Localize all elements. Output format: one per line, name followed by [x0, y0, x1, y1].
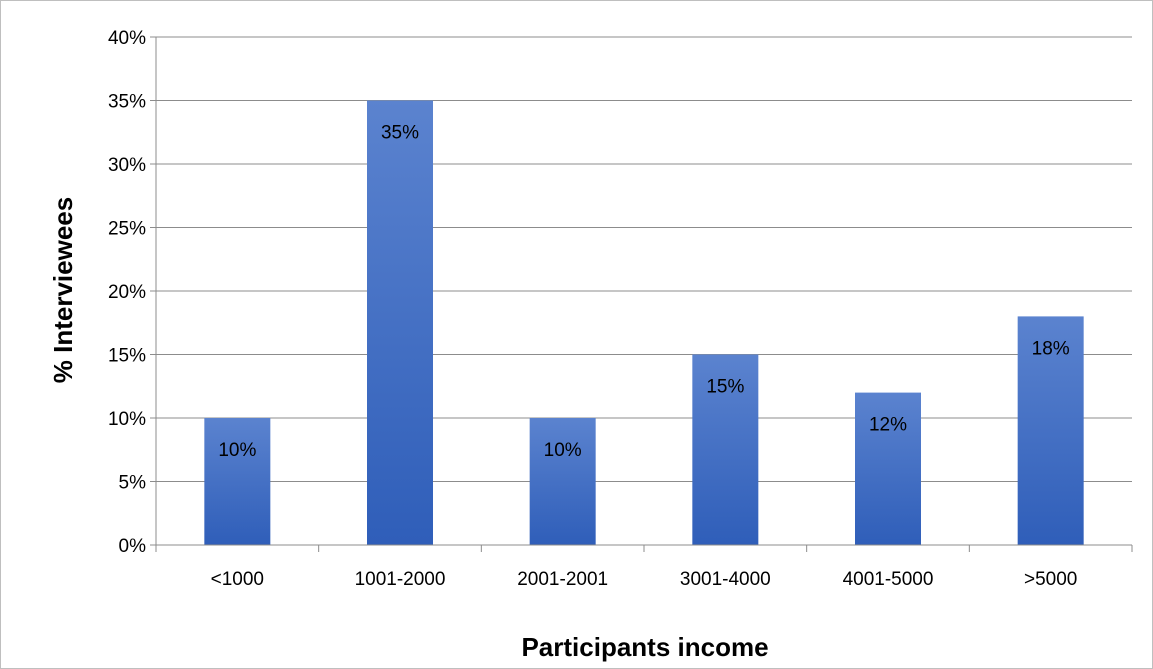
axes	[150, 36, 1133, 552]
bars	[204, 100, 1084, 545]
x-axis-title: Participants income	[521, 632, 768, 662]
x-tick-label: 1001-2000	[355, 569, 446, 590]
bar	[692, 354, 759, 545]
x-tick-label: 4001-5000	[843, 569, 934, 590]
y-tick-label: 25%	[108, 219, 146, 240]
bar	[529, 418, 596, 545]
y-tick-label: 15%	[108, 346, 146, 367]
y-axis-title: % Interviewees	[48, 197, 78, 383]
x-tick-label: 2001-2001	[517, 569, 608, 590]
x-tick-label: <1000	[211, 569, 264, 590]
y-tick-label: 40%	[108, 28, 146, 49]
data-label: 12%	[869, 415, 907, 436]
gridlines	[156, 36, 1132, 482]
x-tick-label: 3001-4000	[680, 569, 771, 590]
bar	[1017, 316, 1084, 545]
data-label: 10%	[218, 440, 256, 461]
labels: 0% 5% 10% 15% 20% 25% 30% 35% 40% 10% <1000 35% 1001…	[108, 28, 1077, 590]
y-tick-label: 20%	[108, 282, 146, 303]
data-label: 18%	[1032, 338, 1070, 359]
y-tick-label: 10%	[108, 409, 146, 430]
data-label: 15%	[706, 377, 744, 398]
data-label: 35%	[381, 123, 419, 144]
y-tick-label: 30%	[108, 155, 146, 176]
bar	[855, 392, 921, 545]
y-tick-label: 35%	[108, 92, 146, 113]
y-tick-label: 5%	[119, 473, 147, 494]
y-tick-label: 0%	[119, 536, 147, 557]
bar	[204, 418, 271, 545]
x-tick-label: >5000	[1024, 569, 1077, 590]
bar	[367, 100, 433, 545]
data-label: 10%	[544, 440, 582, 461]
